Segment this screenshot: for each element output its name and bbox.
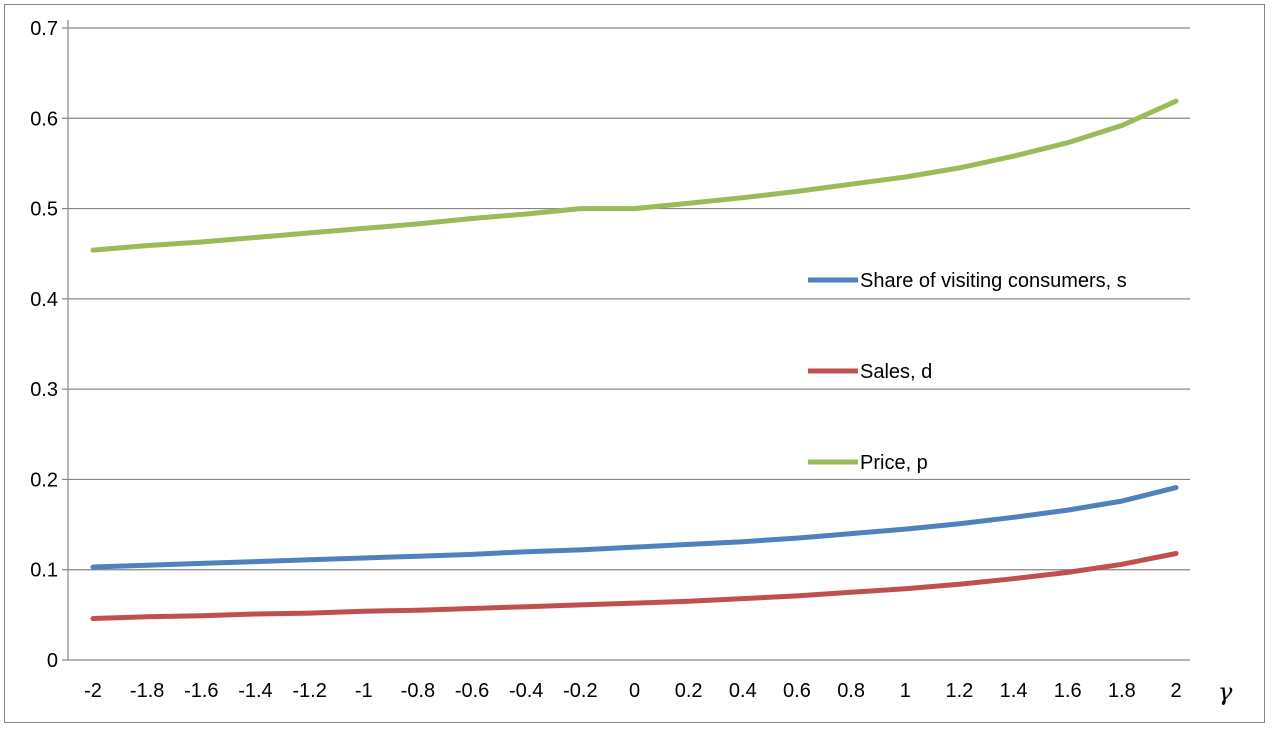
- x-tick-labels: -2 -1.8 -1.6 -1.4 -1.2 -1 -0.8 -0.6 -0.4 -0.2 0 0.2…: [84, 680, 1181, 702]
- x-tick-label: -1: [355, 680, 373, 702]
- x-tick-label: 1.6: [1054, 680, 1082, 702]
- y-tick-label: 0.4: [30, 289, 58, 311]
- y-tick-label: 0.3: [30, 379, 58, 401]
- y-tick-label: 0.2: [30, 469, 58, 491]
- x-tick-label: 1.2: [945, 680, 973, 702]
- x-tick-label: -1.4: [238, 680, 272, 702]
- x-tick-label: 0.2: [675, 680, 703, 702]
- x-axis-label: γ: [1218, 678, 1233, 706]
- x-tick-label: -2: [84, 680, 102, 702]
- x-tick-label: 2: [1170, 680, 1181, 702]
- y-tick-labels: 0 0.1 0.2 0.3 0.4 0.5 0.6 0.7: [30, 18, 58, 672]
- x-tick-label: -1.2: [292, 680, 326, 702]
- series-line-1: [90, 485, 1179, 570]
- y-tick-label: 0.5: [30, 199, 58, 221]
- x-tick-label: 0.4: [729, 680, 757, 702]
- y-tick-label: 0: [47, 650, 58, 672]
- axes: [62, 20, 1190, 661]
- legend-label: Price, p: [860, 452, 928, 474]
- x-tick-label: 0: [629, 680, 640, 702]
- legend-label: Share of visiting consumers, s: [860, 270, 1127, 292]
- gridlines: [68, 27, 1190, 571]
- x-tick-label: -1.6: [184, 680, 218, 702]
- x-tick-label: -0.6: [455, 680, 489, 702]
- x-tick-label: 1.8: [1108, 680, 1136, 702]
- series-line-2: [90, 551, 1179, 621]
- x-tick-label: 1.4: [1000, 680, 1028, 702]
- x-tick-label: 1: [900, 680, 911, 702]
- series-lines: [90, 98, 1179, 621]
- legend: Share of visiting consumers, s Sales, d Pr…: [808, 270, 1127, 474]
- legend-label: Sales, d: [860, 361, 932, 383]
- x-tick-label: -0.2: [563, 680, 597, 702]
- y-tick-label: 0.6: [30, 108, 58, 130]
- x-tick-label: -0.4: [509, 680, 543, 702]
- series-line-3: [90, 98, 1179, 253]
- x-tick-label: -1.8: [130, 680, 164, 702]
- x-tick-label: 0.6: [783, 680, 811, 702]
- y-tick-label: 0.7: [30, 18, 58, 40]
- y-tick-label: 0.1: [30, 560, 58, 582]
- x-tick-label: 0.8: [837, 680, 865, 702]
- x-tick-label: -0.8: [401, 680, 435, 702]
